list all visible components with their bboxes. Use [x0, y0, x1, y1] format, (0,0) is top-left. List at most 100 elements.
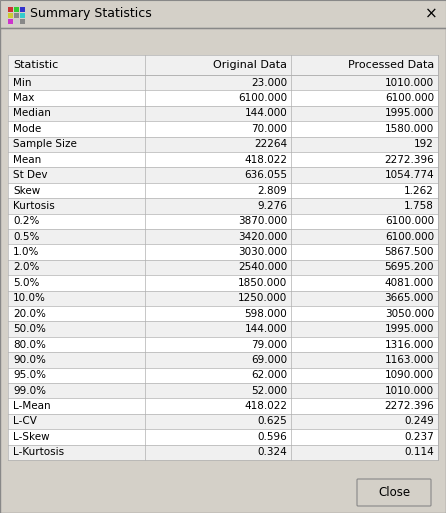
Text: 6100.000: 6100.000: [385, 232, 434, 242]
Bar: [8, 244, 438, 260]
Text: 418.022: 418.022: [244, 155, 287, 165]
Text: Mean: Mean: [13, 155, 41, 165]
Text: Original Data: Original Data: [213, 60, 287, 70]
Text: 0.237: 0.237: [404, 432, 434, 442]
Text: 1250.000: 1250.000: [238, 293, 287, 303]
Text: Max: Max: [13, 93, 34, 103]
Text: Kurtosis: Kurtosis: [13, 201, 55, 211]
Bar: [8, 445, 438, 460]
Text: 1010.000: 1010.000: [385, 386, 434, 396]
Text: 6100.000: 6100.000: [385, 93, 434, 103]
Bar: [8, 260, 438, 275]
Text: Summary Statistics: Summary Statistics: [30, 8, 152, 21]
Text: Sample Size: Sample Size: [13, 140, 77, 149]
Bar: [8, 414, 438, 429]
Bar: [14, 7, 19, 12]
Text: Statistic: Statistic: [13, 60, 58, 70]
Text: L-CV: L-CV: [13, 417, 37, 426]
Text: 2.809: 2.809: [258, 186, 287, 195]
Bar: [8, 90, 438, 106]
Text: 1995.000: 1995.000: [384, 109, 434, 119]
Text: Median: Median: [13, 109, 51, 119]
Bar: [8, 368, 438, 383]
Text: 10.0%: 10.0%: [13, 293, 46, 303]
Text: 1850.000: 1850.000: [238, 278, 287, 288]
Text: 0.625: 0.625: [258, 417, 287, 426]
Bar: [8, 352, 438, 368]
Text: 70.000: 70.000: [252, 124, 287, 134]
Bar: [8, 7, 13, 12]
Text: 1.262: 1.262: [404, 186, 434, 195]
Bar: [8, 429, 438, 445]
Text: 2540.000: 2540.000: [238, 263, 287, 272]
Text: 3420.000: 3420.000: [238, 232, 287, 242]
Text: 0.5%: 0.5%: [13, 232, 39, 242]
Bar: [8, 322, 438, 337]
Text: 50.0%: 50.0%: [13, 324, 46, 334]
Bar: [8, 152, 438, 167]
Bar: [20, 13, 25, 18]
Bar: [14, 19, 19, 24]
Bar: [8, 183, 438, 198]
Text: 0.114: 0.114: [404, 447, 434, 457]
Bar: [8, 19, 13, 24]
Text: 5.0%: 5.0%: [13, 278, 39, 288]
Text: 3050.000: 3050.000: [385, 309, 434, 319]
Text: 144.000: 144.000: [244, 109, 287, 119]
Bar: [8, 306, 438, 322]
Bar: [20, 7, 25, 12]
Text: 1054.774: 1054.774: [384, 170, 434, 180]
Text: 1316.000: 1316.000: [384, 340, 434, 349]
Text: 418.022: 418.022: [244, 401, 287, 411]
Text: Mode: Mode: [13, 124, 41, 134]
Bar: [8, 13, 13, 18]
Text: 79.000: 79.000: [251, 340, 287, 349]
Bar: [20, 19, 25, 24]
Text: 23.000: 23.000: [251, 77, 287, 88]
Bar: [8, 275, 438, 290]
Text: 0.324: 0.324: [258, 447, 287, 457]
Text: 1010.000: 1010.000: [385, 77, 434, 88]
Text: 1995.000: 1995.000: [384, 324, 434, 334]
FancyBboxPatch shape: [357, 479, 431, 506]
Text: 3870.000: 3870.000: [238, 216, 287, 226]
Text: 90.0%: 90.0%: [13, 355, 46, 365]
Text: 192: 192: [414, 140, 434, 149]
Bar: [8, 399, 438, 414]
Text: 62.000: 62.000: [251, 370, 287, 380]
Text: ×: ×: [425, 7, 438, 22]
Bar: [8, 213, 438, 229]
Text: 6100.000: 6100.000: [238, 93, 287, 103]
Text: 52.000: 52.000: [251, 386, 287, 396]
Text: 2.0%: 2.0%: [13, 263, 39, 272]
Text: 2272.396: 2272.396: [384, 155, 434, 165]
Text: 144.000: 144.000: [244, 324, 287, 334]
Text: 2272.396: 2272.396: [384, 401, 434, 411]
Text: 5695.200: 5695.200: [384, 263, 434, 272]
Bar: [8, 167, 438, 183]
Text: 69.000: 69.000: [251, 355, 287, 365]
Text: 4081.000: 4081.000: [385, 278, 434, 288]
Bar: [8, 229, 438, 244]
Text: 598.000: 598.000: [244, 309, 287, 319]
Text: 0.596: 0.596: [258, 432, 287, 442]
Bar: [8, 55, 438, 75]
Text: 99.0%: 99.0%: [13, 386, 46, 396]
Text: 22264: 22264: [254, 140, 287, 149]
Bar: [8, 337, 438, 352]
Text: 1.758: 1.758: [404, 201, 434, 211]
Text: St Dev: St Dev: [13, 170, 48, 180]
Text: Processed Data: Processed Data: [348, 60, 434, 70]
Text: 636.055: 636.055: [244, 170, 287, 180]
Text: 1.0%: 1.0%: [13, 247, 39, 257]
Text: 95.0%: 95.0%: [13, 370, 46, 380]
Text: 9.276: 9.276: [257, 201, 287, 211]
Bar: [8, 290, 438, 306]
Bar: [8, 75, 438, 90]
Text: 1163.000: 1163.000: [384, 355, 434, 365]
Text: 3030.000: 3030.000: [238, 247, 287, 257]
Bar: [8, 136, 438, 152]
Text: 0.2%: 0.2%: [13, 216, 39, 226]
Bar: [0, 0, 446, 28]
Bar: [8, 121, 438, 136]
